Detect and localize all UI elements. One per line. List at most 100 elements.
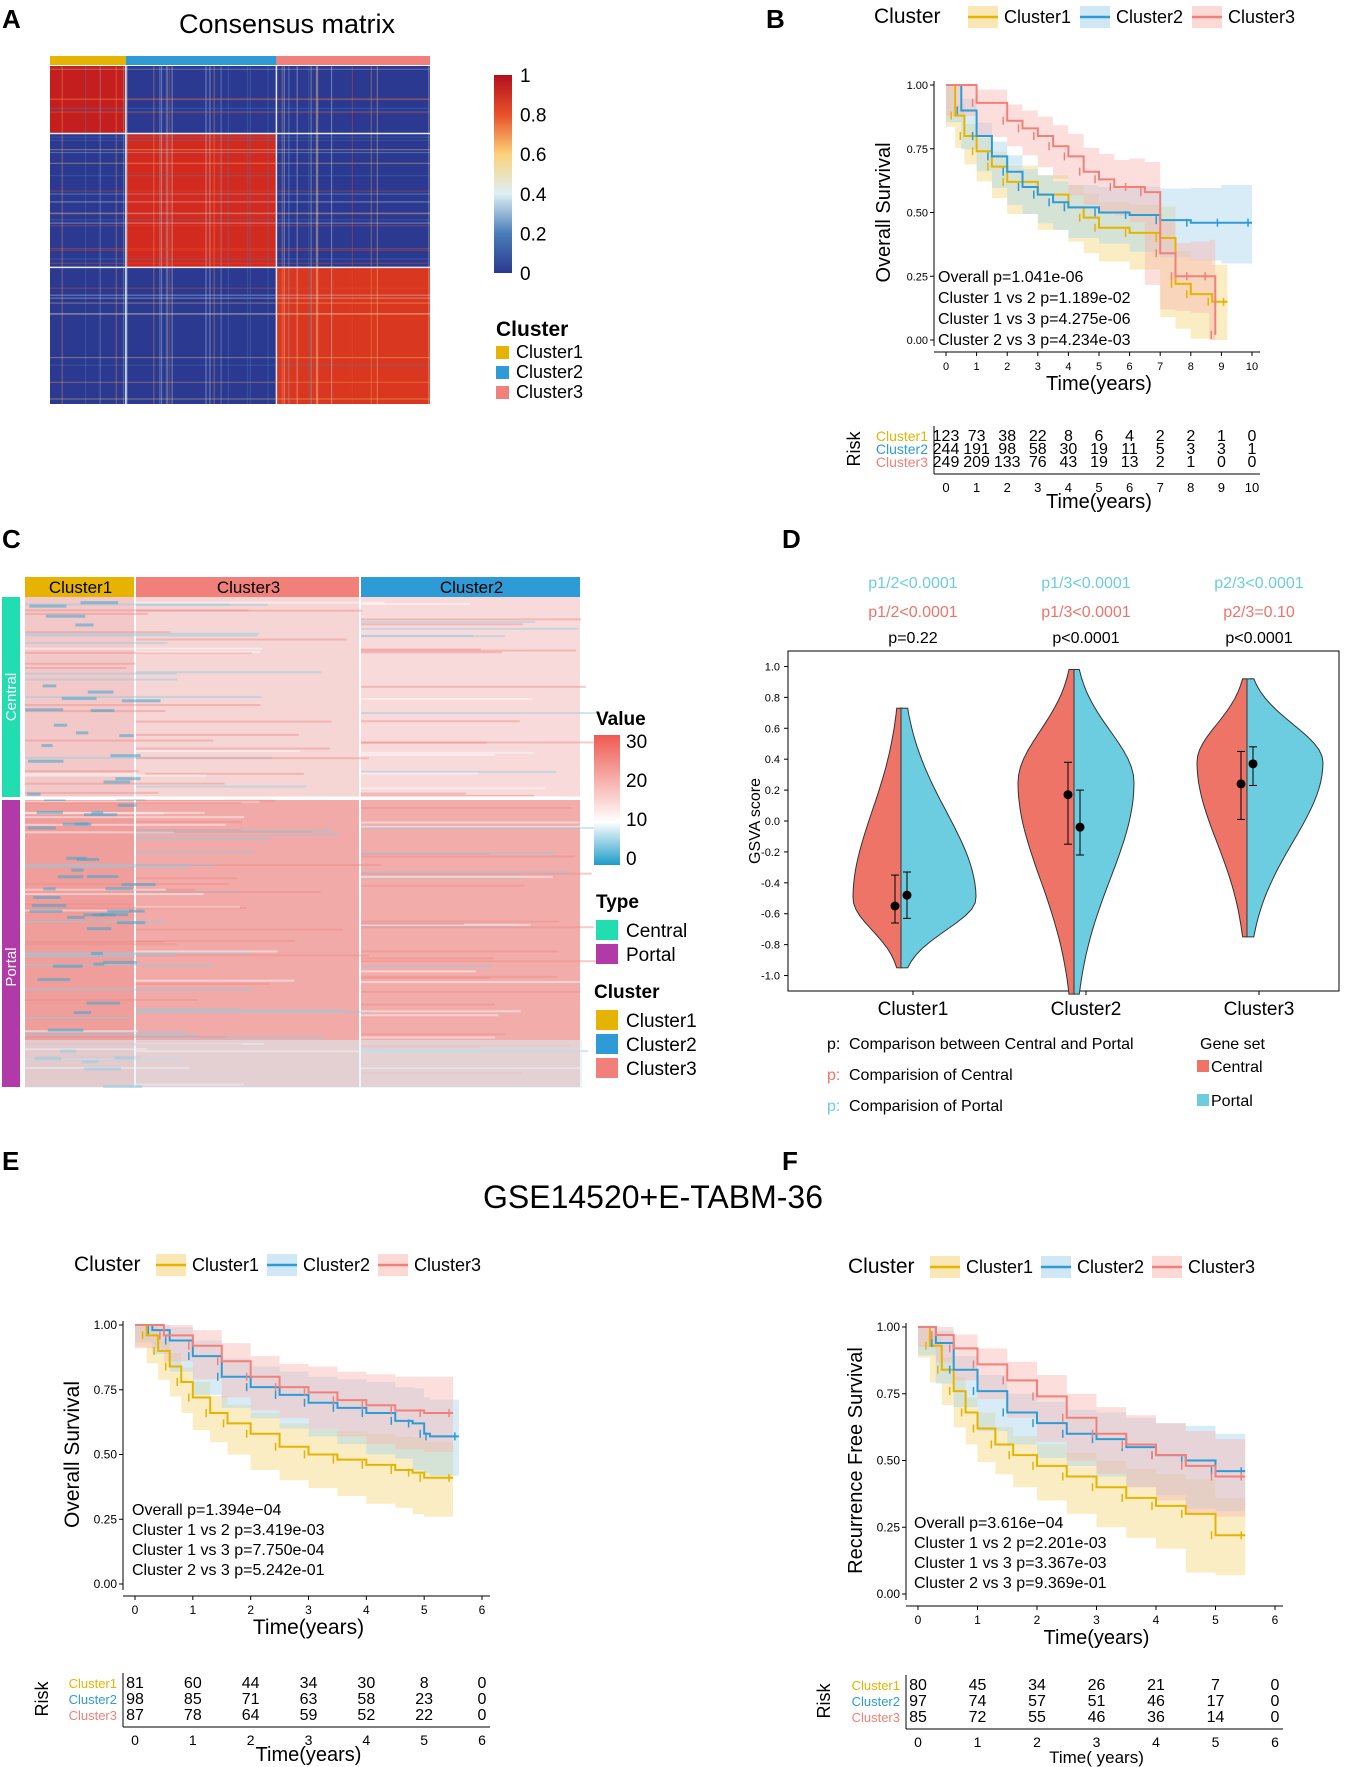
c-type-legend: Central Portal bbox=[596, 920, 687, 966]
c-stripe bbox=[25, 770, 139, 773]
risk-x-tick: 5 bbox=[420, 1732, 428, 1748]
risk-cell: 55 bbox=[1028, 1709, 1046, 1726]
c-stripe-blue bbox=[105, 887, 133, 891]
a-legend-label: Cluster3 bbox=[516, 382, 583, 402]
c-stripe bbox=[136, 928, 344, 931]
c-stripe-blue bbox=[121, 883, 156, 887]
c-cell-block bbox=[361, 597, 580, 797]
a-legend-swatch-3 bbox=[496, 386, 509, 399]
stat-line: Overall p=1.041e-06 bbox=[938, 269, 1084, 286]
c-stripe-blue bbox=[93, 962, 105, 966]
risk-cell: 0 bbox=[1271, 1693, 1280, 1710]
d-y-tick-label: -1.0 bbox=[761, 971, 780, 983]
c-stripe bbox=[361, 753, 496, 756]
legend-label: Cluster1 bbox=[192, 1255, 259, 1275]
y-tick-label: 0.75 bbox=[907, 144, 928, 156]
x-tick-label: 2 bbox=[1034, 1613, 1041, 1627]
risk-cell: 38 bbox=[998, 428, 1016, 445]
c-colorbar-ticks: 30 20 10 0 bbox=[626, 732, 647, 870]
d-between-pval: p=0.22 bbox=[888, 630, 937, 647]
x-tick-label: 8 bbox=[1188, 361, 1194, 373]
d-y-tick-label: -0.2 bbox=[761, 847, 780, 859]
risk-cell: 98 bbox=[998, 441, 1016, 458]
d-portal-pval: p1/3<0.0001 bbox=[1041, 575, 1131, 592]
d-note-prefix: p: bbox=[827, 1036, 840, 1053]
c-stripe-blue bbox=[71, 868, 84, 872]
panel-d: p1/2<0.0001 p1/2<0.0001 p=0.22 p1/3<0.0001 p… bbox=[747, 575, 1340, 1115]
a-noise-col bbox=[123, 66, 125, 404]
c-stripe bbox=[361, 920, 560, 923]
c-stripe bbox=[136, 954, 370, 957]
a-noise-row bbox=[50, 212, 430, 214]
risk-cell: 63 bbox=[300, 1691, 318, 1708]
a-noise-row bbox=[50, 98, 430, 100]
x-tick-label: 7 bbox=[1157, 361, 1163, 373]
c-stripe bbox=[361, 1014, 499, 1017]
d-violin-plot: 1.0 0.8 0.6 0.4 0.2 0.0 -0.2 -0.4 -0.6 -0.8 -1.0 GS… bbox=[747, 650, 1340, 1020]
stat-line: Cluster 2 vs 3 p=5.242e-01 bbox=[132, 1562, 325, 1579]
d-y-tick-label: 0.4 bbox=[765, 754, 780, 766]
ci-band-Cluster1 bbox=[918, 1327, 1246, 1576]
risk-x-tick: 8 bbox=[1187, 480, 1194, 495]
risk-cell: 191 bbox=[963, 441, 990, 458]
c-stripe bbox=[361, 970, 476, 973]
c-stripe-blue bbox=[45, 614, 86, 618]
c-stripe bbox=[361, 876, 527, 879]
risk-cell: 13 bbox=[1121, 454, 1139, 471]
x-tick-label: 10 bbox=[1246, 361, 1258, 373]
c-stripe bbox=[361, 871, 573, 874]
c-stripe bbox=[25, 863, 214, 866]
d-y-tick-label: 0.2 bbox=[765, 785, 780, 797]
c-stripe bbox=[361, 1036, 495, 1039]
a-noise-row bbox=[50, 313, 430, 315]
panel-label-d: D bbox=[782, 524, 801, 554]
c-stripe bbox=[361, 923, 531, 926]
c-stripe-blue bbox=[110, 754, 141, 758]
a-annot-cluster2 bbox=[125, 56, 277, 65]
risk-cell: 19 bbox=[1090, 441, 1108, 458]
y-tick-label: 1.00 bbox=[94, 1318, 118, 1332]
c-cell-block bbox=[136, 800, 359, 1087]
d-portal-pval: p1/2<0.0001 bbox=[868, 575, 958, 592]
c-stripe bbox=[361, 981, 596, 984]
a-cbar-tick: 0.8 bbox=[520, 106, 546, 127]
c-stripe bbox=[25, 791, 159, 794]
d-y-tick-label: 0.0 bbox=[765, 816, 780, 828]
risk-cell: 60 bbox=[184, 1675, 202, 1692]
a-noise-row bbox=[50, 222, 430, 224]
y-axis-label: Recurrence Free Survival bbox=[845, 1347, 867, 1574]
c-stripe bbox=[25, 909, 129, 912]
c-bottom-band bbox=[25, 1040, 582, 1088]
a-noise-col bbox=[246, 66, 249, 404]
risk-cell: 85 bbox=[909, 1709, 927, 1726]
c-stripe-blue bbox=[75, 623, 94, 627]
a-legend-title: Cluster bbox=[496, 318, 568, 341]
a-noise-col bbox=[370, 66, 372, 404]
a-noise-col bbox=[330, 66, 333, 404]
c-stripe bbox=[25, 1033, 197, 1036]
risk-x-tick: 3 bbox=[1034, 480, 1041, 495]
d-violin-portal-3 bbox=[1246, 678, 1324, 938]
a-noise-col bbox=[85, 66, 87, 404]
y-axis-label: Overall Survival bbox=[873, 142, 895, 282]
c-stripe-blue bbox=[43, 887, 56, 891]
b-legend: Cluster Cluster1 Cluster2 Cluster3 bbox=[874, 5, 1295, 28]
panel-label-f: F bbox=[782, 1146, 798, 1176]
c-cluster-title: Cluster bbox=[594, 982, 660, 1003]
risk-x-tick: 6 bbox=[478, 1732, 486, 1748]
d-geneset-swatch-1 bbox=[1197, 1060, 1209, 1072]
c-stripe bbox=[361, 950, 559, 953]
c-stripe bbox=[25, 955, 135, 958]
a-legend-label: Cluster2 bbox=[516, 362, 583, 382]
c-stripe bbox=[136, 890, 241, 893]
c-stripe-blue bbox=[27, 792, 41, 796]
c-stripe bbox=[361, 627, 579, 630]
risk-cell: 30 bbox=[357, 1675, 375, 1692]
c-stripe bbox=[25, 774, 207, 777]
a-cluster-annotation-bar bbox=[50, 56, 430, 65]
risk-cell: 59 bbox=[300, 1707, 318, 1724]
a-consensus-heatmap bbox=[50, 66, 430, 404]
a-noise-col bbox=[281, 66, 283, 404]
f-survival-plot: 1.00 0.75 0.50 0.25 0.00 0 1 2 3 4 5 6 Time(years) Re… bbox=[845, 1320, 1283, 1649]
risk-cell: 52 bbox=[357, 1707, 375, 1724]
